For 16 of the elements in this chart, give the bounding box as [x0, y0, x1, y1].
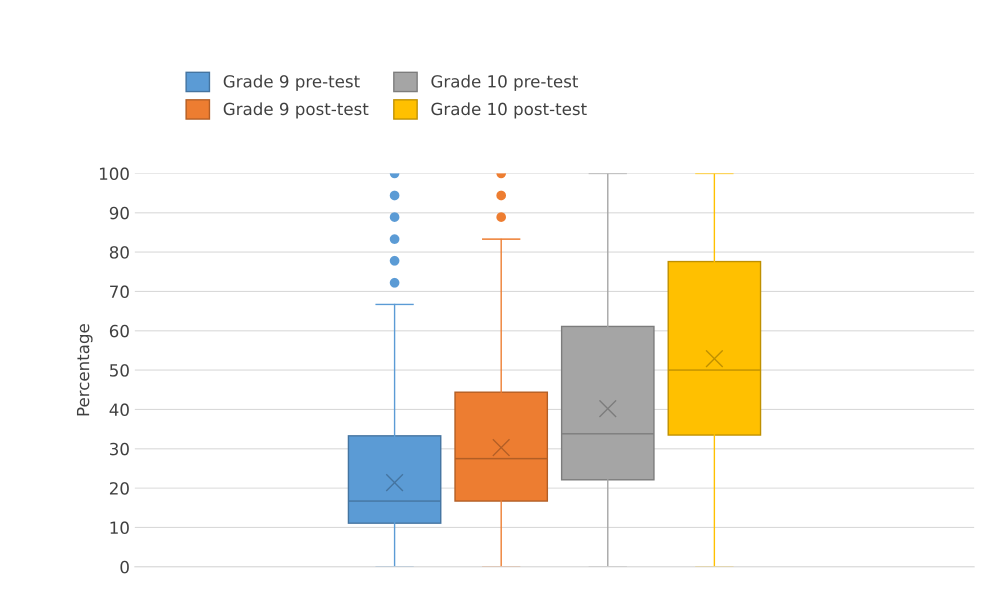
- y-tick-label: 50: [110, 364, 129, 377]
- y-tick-label: 20: [110, 482, 129, 495]
- y-tick-label: 40: [110, 403, 129, 416]
- y-tick-label: 90: [110, 206, 129, 220]
- y-axis-title: Percentage: [76, 324, 93, 416]
- y-tick-label: 10: [110, 521, 129, 534]
- y-tick-label: 30: [110, 442, 129, 456]
- y-tick-label: 100: [100, 167, 129, 180]
- y-tick-label: 70: [110, 285, 129, 298]
- legend-label: Grade 10 pre-test: [431, 74, 578, 91]
- legend-label: Grade 10 post-test: [431, 102, 587, 118]
- y-tick-label: 80: [110, 246, 129, 259]
- y-tick-label: 0: [120, 560, 129, 574]
- legend-label: Grade 9 post-test: [224, 102, 368, 118]
- legend-label: Grade 9 pre-test: [224, 74, 360, 91]
- y-tick-label: 60: [110, 324, 129, 338]
